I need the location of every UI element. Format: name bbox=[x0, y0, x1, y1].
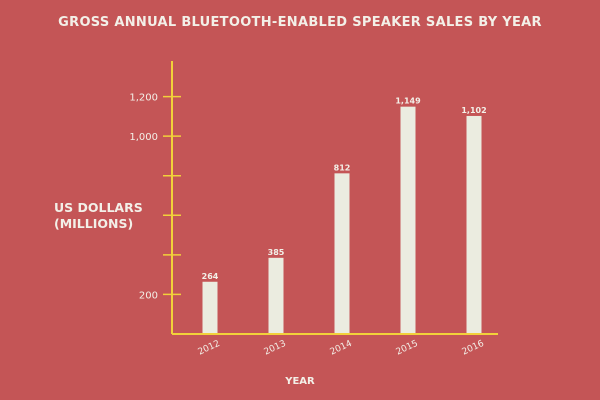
bar-2012 bbox=[202, 281, 218, 334]
x-axis-title: YEAR bbox=[284, 376, 315, 387]
bar-2013 bbox=[268, 257, 284, 334]
chart-title: GROSS ANNUAL BLUETOOTH-ENABLED SPEAKER S… bbox=[58, 15, 542, 30]
data-label-2012: 264 bbox=[202, 272, 219, 281]
y-tick-label-1000: 1,000 bbox=[129, 132, 158, 143]
data-label-2014: 812 bbox=[334, 163, 351, 172]
bar-2015 bbox=[400, 106, 416, 334]
bar-2016 bbox=[466, 115, 482, 334]
data-label-2016: 1,102 bbox=[461, 106, 486, 115]
data-label-2013: 385 bbox=[268, 248, 285, 257]
y-tick-label-200: 200 bbox=[139, 290, 158, 301]
data-label-2015: 1,149 bbox=[395, 97, 421, 106]
bars: 264 385 812 1,149 1,102 bbox=[202, 97, 487, 334]
y-axis-title-line-1: US DOLLARS bbox=[54, 200, 143, 215]
y-tick-label-1200: 1,200 bbox=[129, 93, 158, 104]
y-axis: 200 1,000 1,200 bbox=[129, 61, 181, 334]
y-axis-title-line-2: (MILLIONS) bbox=[54, 216, 133, 231]
bar-2014 bbox=[334, 173, 350, 334]
y-axis-title: US DOLLARS (MILLIONS) bbox=[54, 200, 143, 231]
